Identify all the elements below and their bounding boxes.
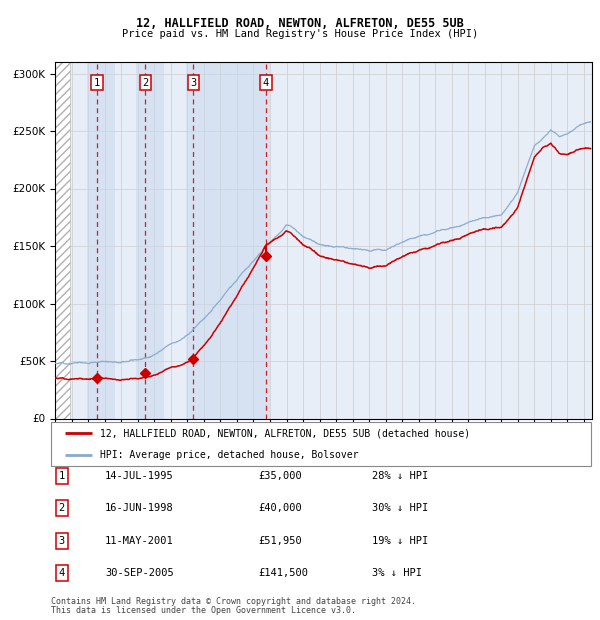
Text: 12, HALLFIELD ROAD, NEWTON, ALFRETON, DE55 5UB: 12, HALLFIELD ROAD, NEWTON, ALFRETON, DE…: [136, 17, 464, 30]
Bar: [55, 62, 70, 419]
Text: £40,000: £40,000: [258, 503, 302, 513]
Text: 3% ↓ HPI: 3% ↓ HPI: [372, 568, 422, 578]
Text: 19% ↓ HPI: 19% ↓ HPI: [372, 536, 428, 546]
Text: 16-JUN-1998: 16-JUN-1998: [105, 503, 174, 513]
Text: 11-MAY-2001: 11-MAY-2001: [105, 536, 174, 546]
Text: 30% ↓ HPI: 30% ↓ HPI: [372, 503, 428, 513]
Text: 14-JUL-1995: 14-JUL-1995: [105, 471, 174, 481]
Text: 4: 4: [59, 568, 65, 578]
Bar: [86, 62, 115, 419]
Text: 3: 3: [59, 536, 65, 546]
Bar: [186, 62, 270, 419]
Text: Price paid vs. HM Land Registry's House Price Index (HPI): Price paid vs. HM Land Registry's House …: [122, 29, 478, 39]
Text: This data is licensed under the Open Government Licence v3.0.: This data is licensed under the Open Gov…: [51, 606, 356, 615]
Text: 12, HALLFIELD ROAD, NEWTON, ALFRETON, DE55 5UB (detached house): 12, HALLFIELD ROAD, NEWTON, ALFRETON, DE…: [100, 428, 470, 438]
Text: 1: 1: [94, 78, 100, 87]
Text: 3: 3: [190, 78, 196, 87]
FancyBboxPatch shape: [51, 422, 591, 466]
Bar: [136, 62, 164, 419]
Text: 1: 1: [59, 471, 65, 481]
Text: 2: 2: [142, 78, 149, 87]
Text: 4: 4: [263, 78, 269, 87]
Text: 28% ↓ HPI: 28% ↓ HPI: [372, 471, 428, 481]
Text: 30-SEP-2005: 30-SEP-2005: [105, 568, 174, 578]
Text: Contains HM Land Registry data © Crown copyright and database right 2024.: Contains HM Land Registry data © Crown c…: [51, 597, 416, 606]
Text: £141,500: £141,500: [258, 568, 308, 578]
Text: £35,000: £35,000: [258, 471, 302, 481]
Text: 2: 2: [59, 503, 65, 513]
Text: £51,950: £51,950: [258, 536, 302, 546]
Text: HPI: Average price, detached house, Bolsover: HPI: Average price, detached house, Bols…: [100, 450, 358, 459]
